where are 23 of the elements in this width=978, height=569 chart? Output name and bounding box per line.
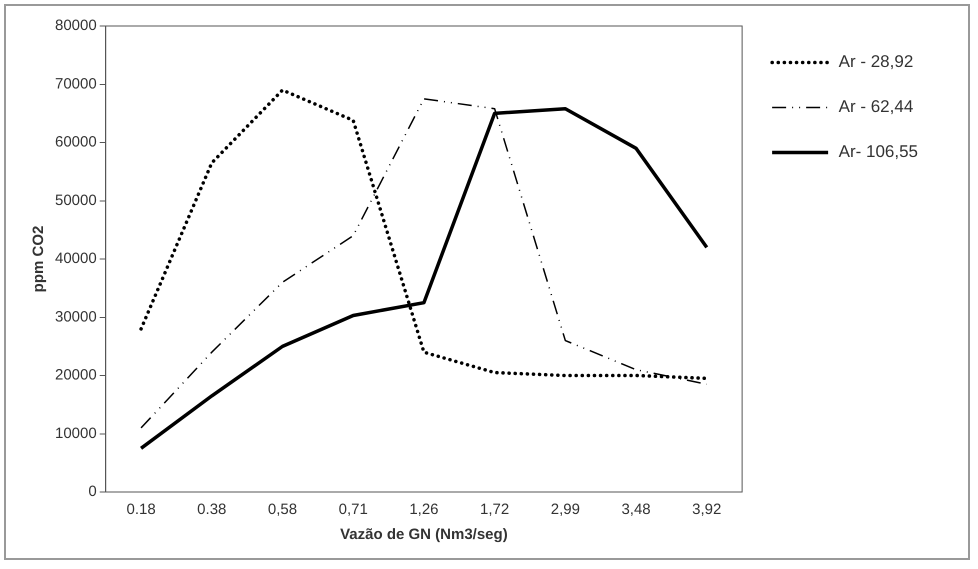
legend-label: Ar - 28,92 [838,52,914,72]
y-tick-label: 40000 [54,250,97,268]
legend-label: Ar- 106,55 [838,142,918,162]
x-tick-label: 1,72 [480,501,510,518]
y-tick-label: 30000 [54,308,97,326]
y-tick-label: 50000 [54,192,97,209]
x-tick-label: 2,99 [550,501,580,518]
x-tick-label: 3,92 [692,501,722,518]
legend-label: Ar - 62,44 [838,97,914,116]
y-tick-label: 70000 [54,75,97,92]
x-tick-label: 0,58 [268,501,298,518]
y-tick-label: 20000 [54,366,97,384]
x-tick-label: 0.38 [197,501,226,518]
y-tick-label: 10000 [54,424,97,442]
y-tick-label: 80000 [54,17,97,34]
y-axis-title: ppm CO2 [30,226,48,292]
x-tick-label: 3,48 [621,501,651,518]
x-tick-label: 0.18 [126,501,156,518]
y-tick-label: 0 [88,483,97,500]
x-tick-label: 0,71 [338,501,368,518]
x-axis-title: Vazão de GN (Nm3/seg) [340,526,508,544]
x-tick-label: 1,26 [409,501,439,518]
y-tick-label: 60000 [54,134,97,151]
